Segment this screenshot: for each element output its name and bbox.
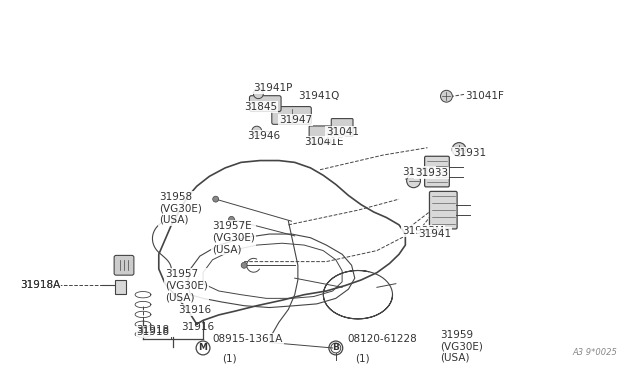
Text: 31916: 31916 bbox=[181, 322, 214, 332]
Text: 31933M: 31933M bbox=[402, 226, 444, 236]
Circle shape bbox=[253, 89, 263, 99]
Text: 31916: 31916 bbox=[178, 305, 211, 315]
Text: 31845: 31845 bbox=[244, 102, 277, 112]
Text: 31946: 31946 bbox=[247, 131, 280, 141]
Text: M: M bbox=[198, 343, 207, 352]
FancyBboxPatch shape bbox=[332, 119, 353, 137]
Text: 31941: 31941 bbox=[418, 228, 451, 238]
FancyBboxPatch shape bbox=[250, 96, 281, 112]
Text: 31947: 31947 bbox=[279, 115, 312, 125]
Circle shape bbox=[406, 174, 420, 188]
Bar bbox=[115, 280, 126, 294]
FancyBboxPatch shape bbox=[424, 156, 449, 187]
Text: 31041: 31041 bbox=[326, 128, 359, 138]
Text: 31918: 31918 bbox=[137, 327, 170, 337]
Text: 31918A: 31918A bbox=[20, 280, 60, 291]
Text: 31931: 31931 bbox=[452, 148, 486, 158]
Text: 08120-61228: 08120-61228 bbox=[347, 334, 417, 344]
Text: 31918A: 31918A bbox=[20, 280, 60, 291]
Text: (1): (1) bbox=[222, 353, 237, 363]
Text: (1): (1) bbox=[355, 353, 369, 363]
Text: A3 9*0025: A3 9*0025 bbox=[572, 348, 617, 357]
Text: 31918: 31918 bbox=[137, 325, 170, 335]
FancyBboxPatch shape bbox=[272, 106, 311, 124]
Text: 31041E: 31041E bbox=[304, 137, 344, 147]
Circle shape bbox=[452, 142, 466, 157]
Text: 31041F: 31041F bbox=[465, 91, 504, 101]
Circle shape bbox=[252, 126, 262, 136]
Text: 31933: 31933 bbox=[415, 168, 448, 178]
Text: 31941Q: 31941Q bbox=[298, 91, 339, 101]
Text: 08915-1361A: 08915-1361A bbox=[212, 334, 283, 344]
Text: 31958
(VG30E)
(USA): 31958 (VG30E) (USA) bbox=[159, 192, 202, 225]
Text: 31957
(VG30E)
(USA): 31957 (VG30E) (USA) bbox=[165, 269, 208, 302]
FancyBboxPatch shape bbox=[309, 126, 331, 144]
Circle shape bbox=[228, 217, 234, 222]
FancyBboxPatch shape bbox=[114, 256, 134, 275]
Circle shape bbox=[440, 90, 452, 102]
Text: B: B bbox=[332, 343, 339, 352]
Circle shape bbox=[241, 262, 247, 268]
FancyBboxPatch shape bbox=[429, 191, 457, 229]
Text: 31959
(VG30E)
(USA): 31959 (VG30E) (USA) bbox=[440, 330, 483, 363]
Circle shape bbox=[212, 196, 219, 202]
Text: 31941P: 31941P bbox=[253, 83, 293, 93]
Text: 31957E
(VG30E)
(USA): 31957E (VG30E) (USA) bbox=[212, 221, 255, 254]
Text: 31932: 31932 bbox=[402, 167, 435, 177]
